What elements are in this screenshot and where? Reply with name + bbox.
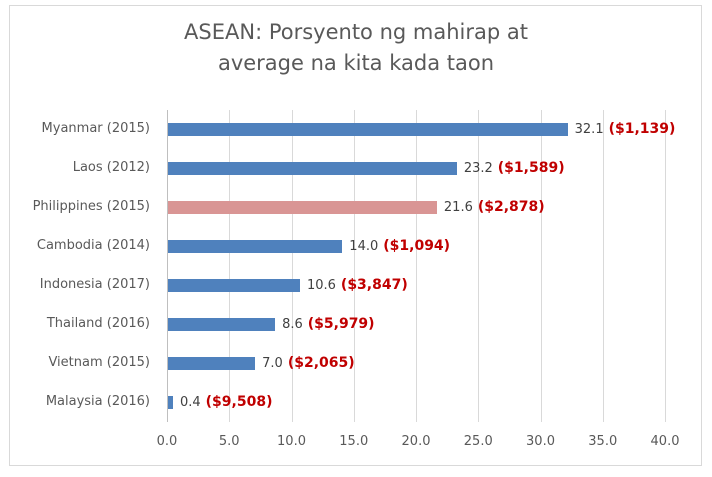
x-tick-label: 0.0 xyxy=(156,434,178,449)
chart-title-line-1: ASEAN: Porsyento ng mahirap at xyxy=(184,20,528,44)
data-label: 14.0 ($1,094) xyxy=(349,238,450,254)
value-label: 8.6 xyxy=(282,316,303,332)
income-annotation: ($3,847) xyxy=(340,276,408,293)
bar[interactable] xyxy=(168,123,568,136)
x-tick-label: 20.0 xyxy=(401,434,431,449)
income-annotation: ($1,589) xyxy=(497,159,565,176)
gridline xyxy=(416,110,417,422)
data-label: 32.1 ($1,139) xyxy=(575,121,676,137)
bar[interactable] xyxy=(168,318,276,331)
x-tick-label: 40.0 xyxy=(650,434,680,449)
category-label: Indonesia (2017) xyxy=(39,276,150,292)
gridline xyxy=(540,110,542,422)
category-label: Philippines (2015) xyxy=(32,198,150,214)
value-label: 23.2 xyxy=(463,160,493,176)
category-label: Malaysia (2016) xyxy=(45,393,150,409)
value-label: 0.4 xyxy=(179,394,201,410)
gridline xyxy=(167,110,168,422)
x-tick-label: 25.0 xyxy=(463,434,493,449)
income-annotation: ($9,508) xyxy=(205,393,273,410)
x-tick-label: 10.0 xyxy=(277,434,306,449)
chart-frame xyxy=(9,5,702,466)
category-label: Thailand (2016) xyxy=(46,315,150,331)
income-annotation: ($1,094) xyxy=(383,237,451,254)
x-tick-label: 35.0 xyxy=(588,434,618,449)
category-label: Myanmar (2015) xyxy=(41,120,150,136)
bar[interactable] xyxy=(168,279,300,292)
data-label: 10.6 ($3,847) xyxy=(307,277,408,293)
bar[interactable] xyxy=(168,357,256,370)
bar[interactable] xyxy=(168,162,457,175)
bar[interactable] xyxy=(168,396,173,409)
data-label: 7.0 ($2,065) xyxy=(262,355,355,371)
value-label: 32.1 xyxy=(574,121,604,137)
gridline xyxy=(478,110,480,422)
category-label: Laos (2012) xyxy=(72,159,150,175)
category-label: Vietnam (2015) xyxy=(48,354,150,370)
gridline xyxy=(291,110,293,422)
data-label: 23.2 ($1,589) xyxy=(464,160,565,176)
x-tick-label: 5.0 xyxy=(218,434,240,449)
category-label: Cambodia (2014) xyxy=(36,237,150,253)
income-annotation: ($5,979) xyxy=(307,315,375,332)
gridline xyxy=(665,110,666,422)
income-annotation: ($1,139) xyxy=(608,120,676,137)
gridline xyxy=(602,110,604,422)
x-tick-label: 15.0 xyxy=(339,434,369,449)
income-annotation: ($2,878) xyxy=(477,198,545,215)
data-label: 8.6 ($5,979) xyxy=(282,316,375,332)
plot-area: 32.1 ($1,139) 23.2 ($1,589) 21.6 ($2,878) 14.0… xyxy=(167,110,675,422)
value-label: 7.0 xyxy=(262,355,283,371)
data-label: 0.4 ($9,508) xyxy=(180,394,273,410)
gridline xyxy=(353,110,355,422)
chart-title-line-2: average na kita kada taon xyxy=(217,51,495,75)
income-annotation: ($2,065) xyxy=(287,354,355,371)
chart-title: ASEAN: Porsyento ng mahirap at average n… xyxy=(0,17,712,79)
value-label: 21.6 xyxy=(443,199,473,215)
bar[interactable] xyxy=(168,201,437,214)
data-label: 21.6 ($2,878) xyxy=(444,199,545,215)
x-tick-label: 30.0 xyxy=(526,434,555,449)
value-label: 10.6 xyxy=(306,277,336,293)
value-label: 14.0 xyxy=(349,238,379,254)
gridline xyxy=(229,110,231,422)
bar[interactable] xyxy=(168,240,343,253)
